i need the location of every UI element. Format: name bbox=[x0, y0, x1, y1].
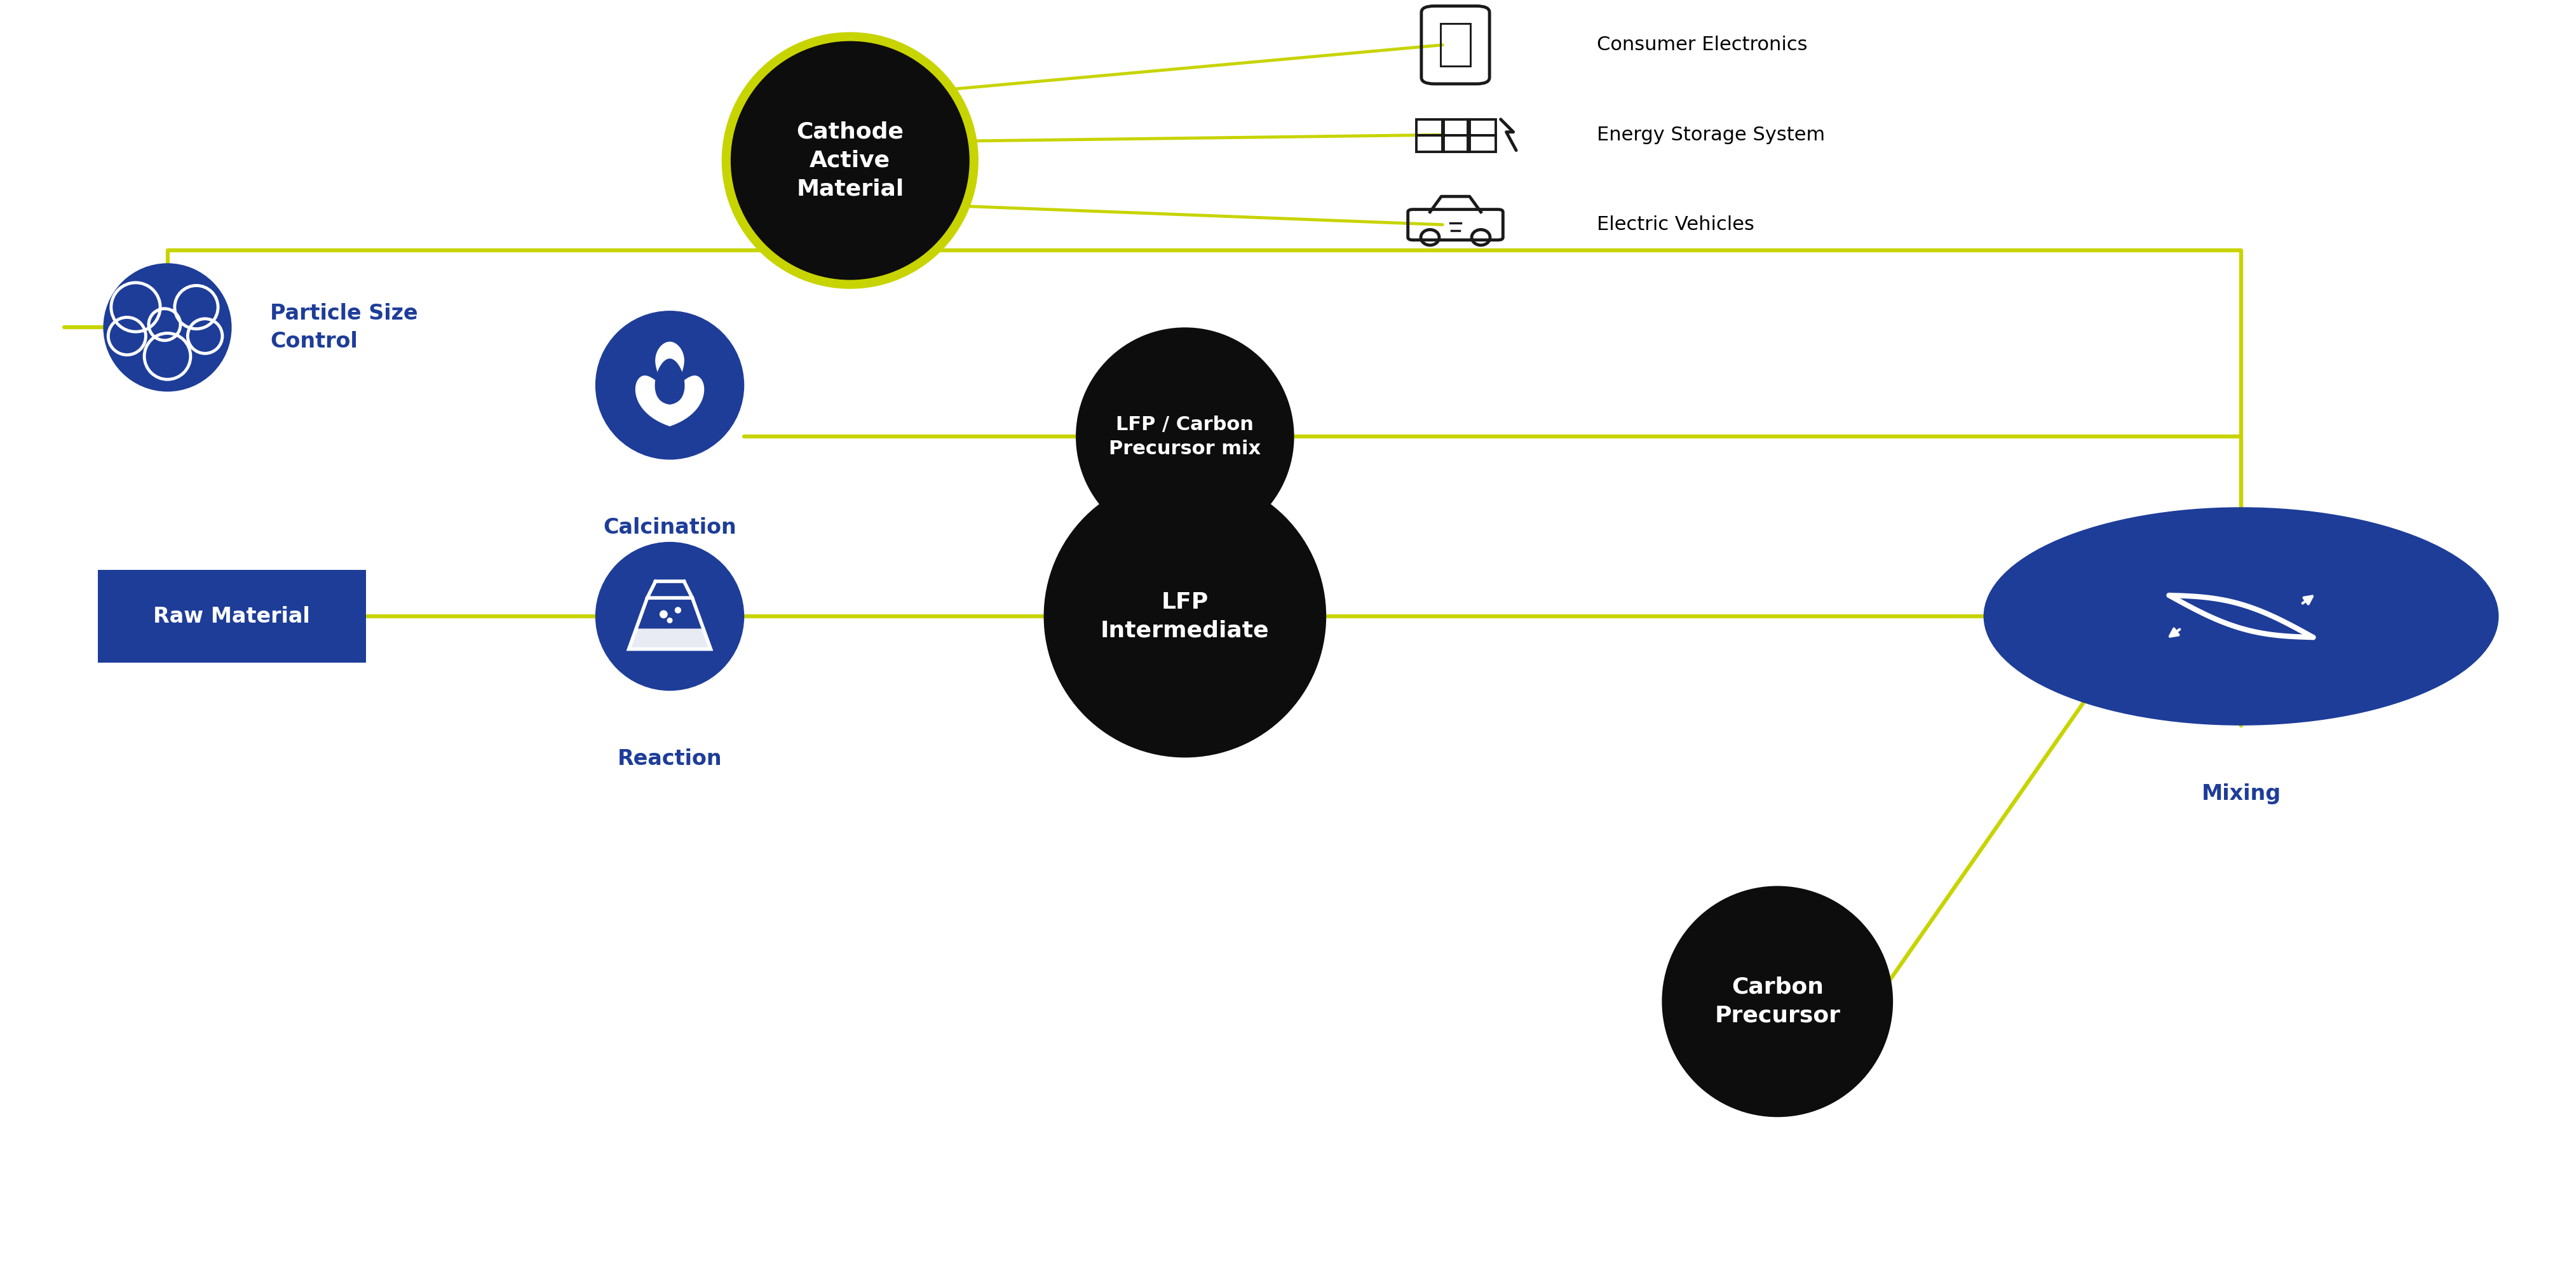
Ellipse shape bbox=[659, 610, 667, 619]
Ellipse shape bbox=[595, 542, 744, 691]
Text: Mixing: Mixing bbox=[2202, 783, 2280, 804]
Text: Raw Material: Raw Material bbox=[155, 606, 309, 627]
Text: Consumer Electronics: Consumer Electronics bbox=[1597, 36, 1808, 54]
Ellipse shape bbox=[103, 263, 232, 392]
Ellipse shape bbox=[732, 41, 969, 280]
FancyBboxPatch shape bbox=[98, 570, 366, 663]
Text: LFP / Carbon
Precursor mix: LFP / Carbon Precursor mix bbox=[1110, 415, 1260, 458]
Text: Electric Vehicles: Electric Vehicles bbox=[1597, 216, 1754, 234]
Text: LFP
Intermediate: LFP Intermediate bbox=[1100, 592, 1270, 641]
Ellipse shape bbox=[1662, 886, 1893, 1117]
Ellipse shape bbox=[1043, 475, 1327, 758]
Polygon shape bbox=[636, 342, 703, 426]
Text: Particle Size
Control: Particle Size Control bbox=[270, 303, 417, 352]
Ellipse shape bbox=[1984, 507, 2499, 725]
Ellipse shape bbox=[595, 311, 744, 460]
Text: Energy Storage System: Energy Storage System bbox=[1597, 126, 1826, 144]
Ellipse shape bbox=[667, 618, 672, 623]
Ellipse shape bbox=[734, 45, 966, 276]
Polygon shape bbox=[629, 629, 711, 650]
Polygon shape bbox=[654, 358, 685, 404]
Ellipse shape bbox=[675, 607, 680, 614]
Ellipse shape bbox=[1077, 327, 1293, 546]
Text: Cathode
Active
Material: Cathode Active Material bbox=[796, 121, 904, 200]
Text: Carbon
Precursor: Carbon Precursor bbox=[1716, 977, 1839, 1026]
Ellipse shape bbox=[721, 32, 979, 289]
Text: Reaction: Reaction bbox=[618, 749, 721, 769]
Text: Calcination: Calcination bbox=[603, 517, 737, 538]
